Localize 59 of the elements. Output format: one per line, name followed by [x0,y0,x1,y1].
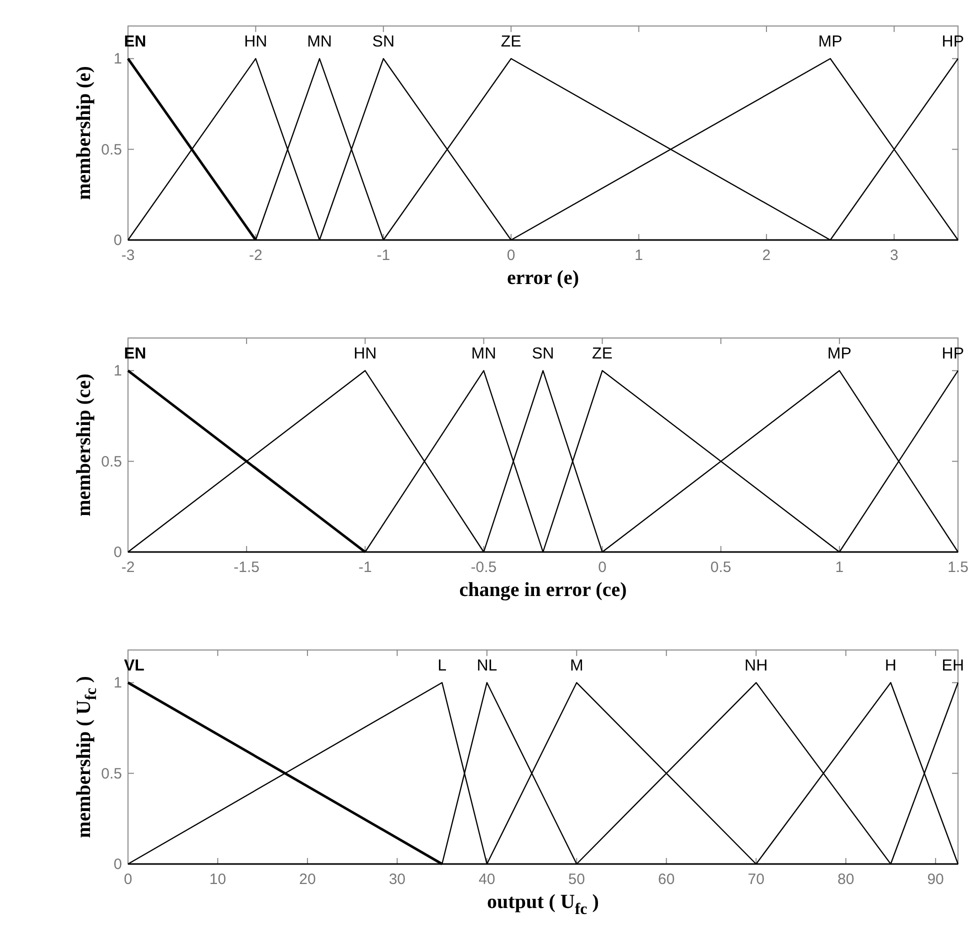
x-axis-title: change in error (ce) [459,579,627,601]
series-label: MN [307,34,332,51]
series-label: NH [744,658,768,675]
x-tick-label: 1.5 [948,559,968,576]
y-axis-title: membership (ce) [73,374,95,516]
series-label: NL [476,658,498,675]
series-label: HN [354,346,377,363]
x-tick-label: -1.5 [234,559,260,576]
y-tick-label: 0.5 [101,765,122,782]
series-label: VL [124,658,145,675]
x-tick-label: 20 [299,871,316,888]
x-tick-label: -1 [376,247,390,264]
y-axis-title: membership (e) [73,66,95,200]
y-tick-label: 0 [114,544,122,561]
series-label: EH [942,658,964,675]
x-axis-title: output ( U$_{fc}$) [487,891,599,918]
series-label: L [438,658,447,675]
y-tick-label: 0 [114,232,122,249]
x-tick-label: 10 [209,871,226,888]
series-label: HP [942,346,964,363]
x-tick-label: -3 [121,247,135,264]
series-label: H [884,658,896,675]
x-tick-label: 0.5 [710,559,732,576]
x-tick-label: 0 [506,247,516,264]
x-axis-title: error (e) [507,267,579,289]
x-tick-label: -0.5 [470,559,497,576]
x-tick-label: 50 [568,871,585,888]
series-label: ZE [592,346,613,363]
x-tick-label: 80 [837,871,854,888]
series-label: EN [124,34,146,51]
y-tick-label: 0.5 [101,141,122,158]
x-tick-label: -1 [358,559,372,576]
x-tick-label: 1 [634,247,643,264]
y-tick-label: 0.5 [101,453,122,470]
x-tick-label: 60 [658,871,675,888]
y-tick-label: 1 [114,362,122,380]
series-label: HN [244,34,268,51]
x-tick-label: 40 [478,871,496,888]
x-tick-label: 1 [835,559,844,576]
y-tick-label: 1 [114,674,122,692]
x-tick-label: 70 [748,871,764,888]
x-tick-label: 0 [598,559,606,576]
series-label: MN [471,346,496,363]
series-label: EN [124,346,146,363]
series-label: HP [942,34,964,51]
series-label: SN [372,34,394,51]
x-tick-label: 30 [388,871,406,888]
x-tick-label: -2 [249,247,262,264]
x-tick-label: -2 [121,559,135,576]
x-tick-label: 3 [890,247,898,264]
series-label: SN [532,346,554,363]
series-label: MP [827,346,852,363]
y-tick-label: 1 [114,50,122,68]
x-tick-label: 90 [927,871,944,888]
series-label: ZE [500,34,522,51]
series-label: MP [818,34,842,51]
series-label: M [570,658,584,675]
x-tick-label: 2 [762,247,771,264]
y-tick-label: 0 [114,856,122,873]
